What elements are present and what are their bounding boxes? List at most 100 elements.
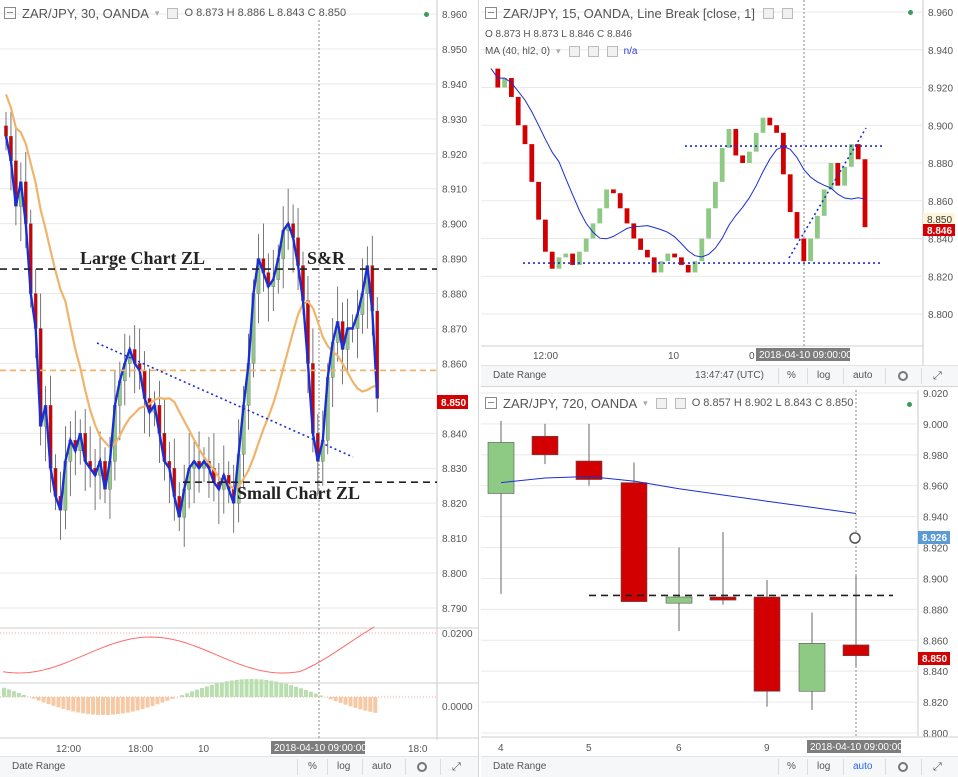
line-break-box (583, 238, 589, 252)
line-break-box (529, 144, 535, 182)
settings-icon[interactable] (674, 397, 686, 409)
auto-toggle[interactable]: auto (853, 761, 873, 772)
histogram-bar (234, 679, 239, 697)
y-tick-label: 8.900 (928, 121, 953, 132)
histogram-bar (333, 697, 338, 702)
line-break-box (577, 251, 582, 265)
settings-icon[interactable] (781, 7, 793, 19)
ma-orange-line (4, 93, 378, 490)
histogram-bar (348, 697, 353, 707)
log-toggle[interactable]: log (337, 761, 351, 772)
y-tick-label: 8.860 (928, 197, 953, 208)
collapse-icon[interactable] (485, 397, 497, 409)
y-tick-label: 8.790 (442, 604, 467, 615)
candle-body (4, 125, 8, 137)
right-top-footer: Date Range 13:47:47 (UTC) % log auto ⤢ (481, 365, 958, 386)
histogram-bar (299, 688, 303, 697)
ma-legend-value: n/a (623, 46, 638, 57)
y-tick-label: 8.860 (923, 636, 948, 647)
line-break-box (855, 144, 861, 160)
line-break-box (515, 96, 521, 126)
line-break-box (774, 125, 779, 133)
line-break-box (536, 181, 541, 220)
left-footer: Date Range % log auto ⤢ (0, 756, 478, 777)
histogram-bar (328, 697, 333, 700)
date-range-button[interactable]: Date Range (493, 370, 547, 381)
x-tick-label: 0 (749, 351, 755, 362)
line-break-box (597, 208, 603, 224)
y-tick-label: 8.910 (442, 185, 467, 196)
date-range-button[interactable]: Date Range (12, 761, 66, 772)
histogram-bar (239, 679, 244, 697)
chevron-down-icon[interactable]: ▾ (154, 7, 160, 18)
percent-toggle[interactable]: % (787, 761, 796, 772)
expand-icon[interactable]: ⤢ (933, 761, 942, 773)
right-bottom-chart-panel[interactable]: 9.020 9.000 8.980 8.960 8.940 8.920 8.900 8.880… (481, 390, 958, 777)
collapse-icon[interactable] (4, 7, 16, 19)
y-tick-label: 8.920 (928, 84, 953, 95)
expand-icon[interactable]: ⤢ (933, 370, 942, 382)
histogram-bar (125, 697, 130, 713)
y-tick-label: 8.800 (923, 729, 948, 740)
auto-toggle[interactable]: auto (372, 761, 392, 772)
line-break-box (631, 223, 637, 239)
histogram-bar (11, 691, 16, 697)
collapse-icon[interactable] (485, 7, 497, 19)
live-status-dot (908, 10, 913, 15)
histogram-bar (224, 681, 229, 697)
line-break-box (651, 257, 657, 273)
histogram-bar (318, 695, 323, 697)
price-tag-text: 8.850 (927, 215, 952, 226)
gear-icon[interactable] (898, 371, 908, 381)
expand-icon[interactable]: ⤢ (452, 761, 461, 773)
x-tick-label: 10 (668, 351, 680, 362)
histogram-bar (254, 679, 259, 697)
live-status-dot (424, 12, 429, 17)
right-top-chart-panel[interactable]: 8.960 8.940 8.920 8.900 8.880 8.860 8.840 8.820… (481, 0, 958, 387)
ma-blue-line (490, 68, 866, 258)
gear-icon[interactable] (898, 762, 908, 772)
candle-body (575, 460, 603, 480)
chevron-down-icon[interactable]: ▾ (556, 46, 561, 56)
date-range-button[interactable]: Date Range (493, 761, 547, 772)
histogram-bar (373, 697, 378, 713)
histogram-bar (269, 680, 274, 697)
log-toggle[interactable]: log (817, 370, 831, 381)
x-tick-label: 18:0 (408, 744, 428, 755)
visibility-icon[interactable] (167, 7, 179, 19)
ma-legend-label: MA (40, hl2, 0) (485, 46, 551, 57)
line-break-box (617, 193, 623, 209)
histogram-bar (140, 697, 145, 710)
gear-icon[interactable] (417, 762, 427, 772)
percent-toggle[interactable]: % (787, 370, 796, 381)
percent-toggle[interactable]: % (308, 761, 317, 772)
y-tick-label: 8.940 (928, 46, 953, 57)
y-tick-label: 8.840 (923, 667, 948, 678)
histogram-bar (284, 683, 289, 697)
x-tick-label: 10 (198, 744, 210, 755)
line-break-box (665, 253, 671, 262)
left-chart-panel[interactable]: 8.960 8.950 8.940 8.930 8.920 8.910 8.900 8.890… (0, 0, 479, 777)
y-tick-label: 8.920 (442, 150, 467, 161)
price-tag-text: 8.850 (922, 654, 947, 665)
close-icon[interactable] (606, 46, 618, 57)
ma-legend-row: MA (40, hl2, 0) ▾ n/a (485, 46, 637, 57)
settings-icon[interactable] (587, 46, 599, 57)
visibility-icon[interactable] (568, 46, 580, 57)
live-status-dot (907, 402, 912, 407)
right-bottom-chart-svg[interactable]: 9.020 9.000 8.980 8.960 8.940 8.920 8.900 8.880… (481, 390, 958, 777)
price-tag-text: 8.850 (441, 398, 466, 409)
visibility-icon[interactable] (762, 7, 774, 19)
log-toggle[interactable]: log (817, 761, 831, 772)
auto-toggle[interactable]: auto (853, 370, 873, 381)
histogram-bar (294, 686, 299, 697)
histogram-bar (86, 697, 91, 715)
histogram-bar (135, 697, 140, 711)
visibility-icon[interactable] (655, 397, 667, 409)
ma-blue-line (500, 475, 857, 514)
y-tick-label: 8.880 (442, 290, 467, 301)
chevron-down-icon[interactable]: ▾ (643, 397, 648, 408)
histogram-bar (51, 697, 56, 706)
right-top-chart-svg[interactable]: 8.960 8.940 8.920 8.900 8.880 8.860 8.840 8.820… (481, 0, 958, 386)
left-chart-svg[interactable]: 8.960 8.950 8.940 8.930 8.920 8.910 8.900 8.890… (0, 0, 478, 777)
